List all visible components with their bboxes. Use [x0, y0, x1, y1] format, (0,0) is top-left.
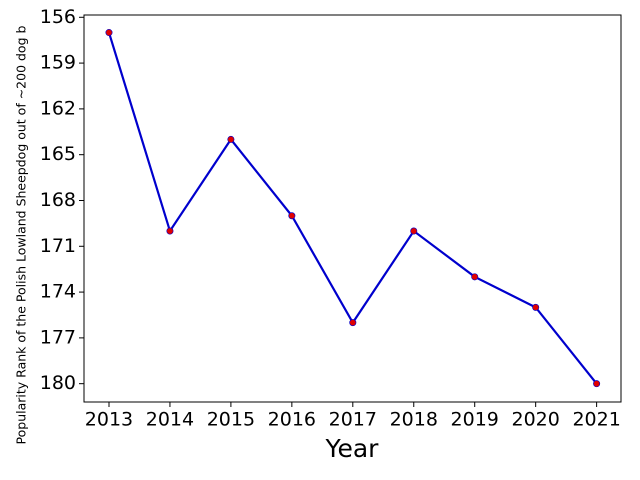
x-tick-label: 2019	[451, 409, 499, 431]
marker	[349, 319, 357, 327]
x-tick-label: 2013	[85, 409, 133, 431]
line	[107, 32, 598, 385]
marker	[105, 29, 113, 37]
x-axis-label: Year	[325, 434, 380, 463]
marker	[288, 212, 296, 220]
x-tick-label: 2017	[329, 409, 377, 431]
y-tick-label: 162	[40, 97, 76, 119]
marker	[593, 380, 601, 388]
x-tick-label: 2015	[207, 409, 255, 431]
x-tick-label: 2021	[572, 409, 620, 431]
x-tick-label: 2014	[146, 409, 194, 431]
plot-frame	[83, 14, 622, 403]
marker	[166, 227, 174, 235]
y-tick-label: 165	[40, 143, 76, 165]
marker	[532, 303, 540, 311]
marker	[410, 227, 418, 235]
marker	[227, 135, 235, 143]
y-tick-label: 180	[40, 372, 76, 394]
x-tick-label: 2018	[390, 409, 438, 431]
y-tick-label: 159	[40, 52, 76, 74]
y-tick-label: 168	[40, 189, 76, 211]
y-axis-label: Popularity Rank of the Polish Lowland Sh…	[14, 26, 29, 445]
y-tick-label: 156	[40, 6, 76, 28]
y-tick-label: 171	[40, 235, 76, 257]
marker	[471, 273, 479, 281]
y-tick-label: 177	[40, 326, 76, 348]
x-tick-label: 2020	[511, 409, 559, 431]
y-tick-label: 174	[40, 281, 76, 303]
x-tick-label: 2016	[268, 409, 316, 431]
